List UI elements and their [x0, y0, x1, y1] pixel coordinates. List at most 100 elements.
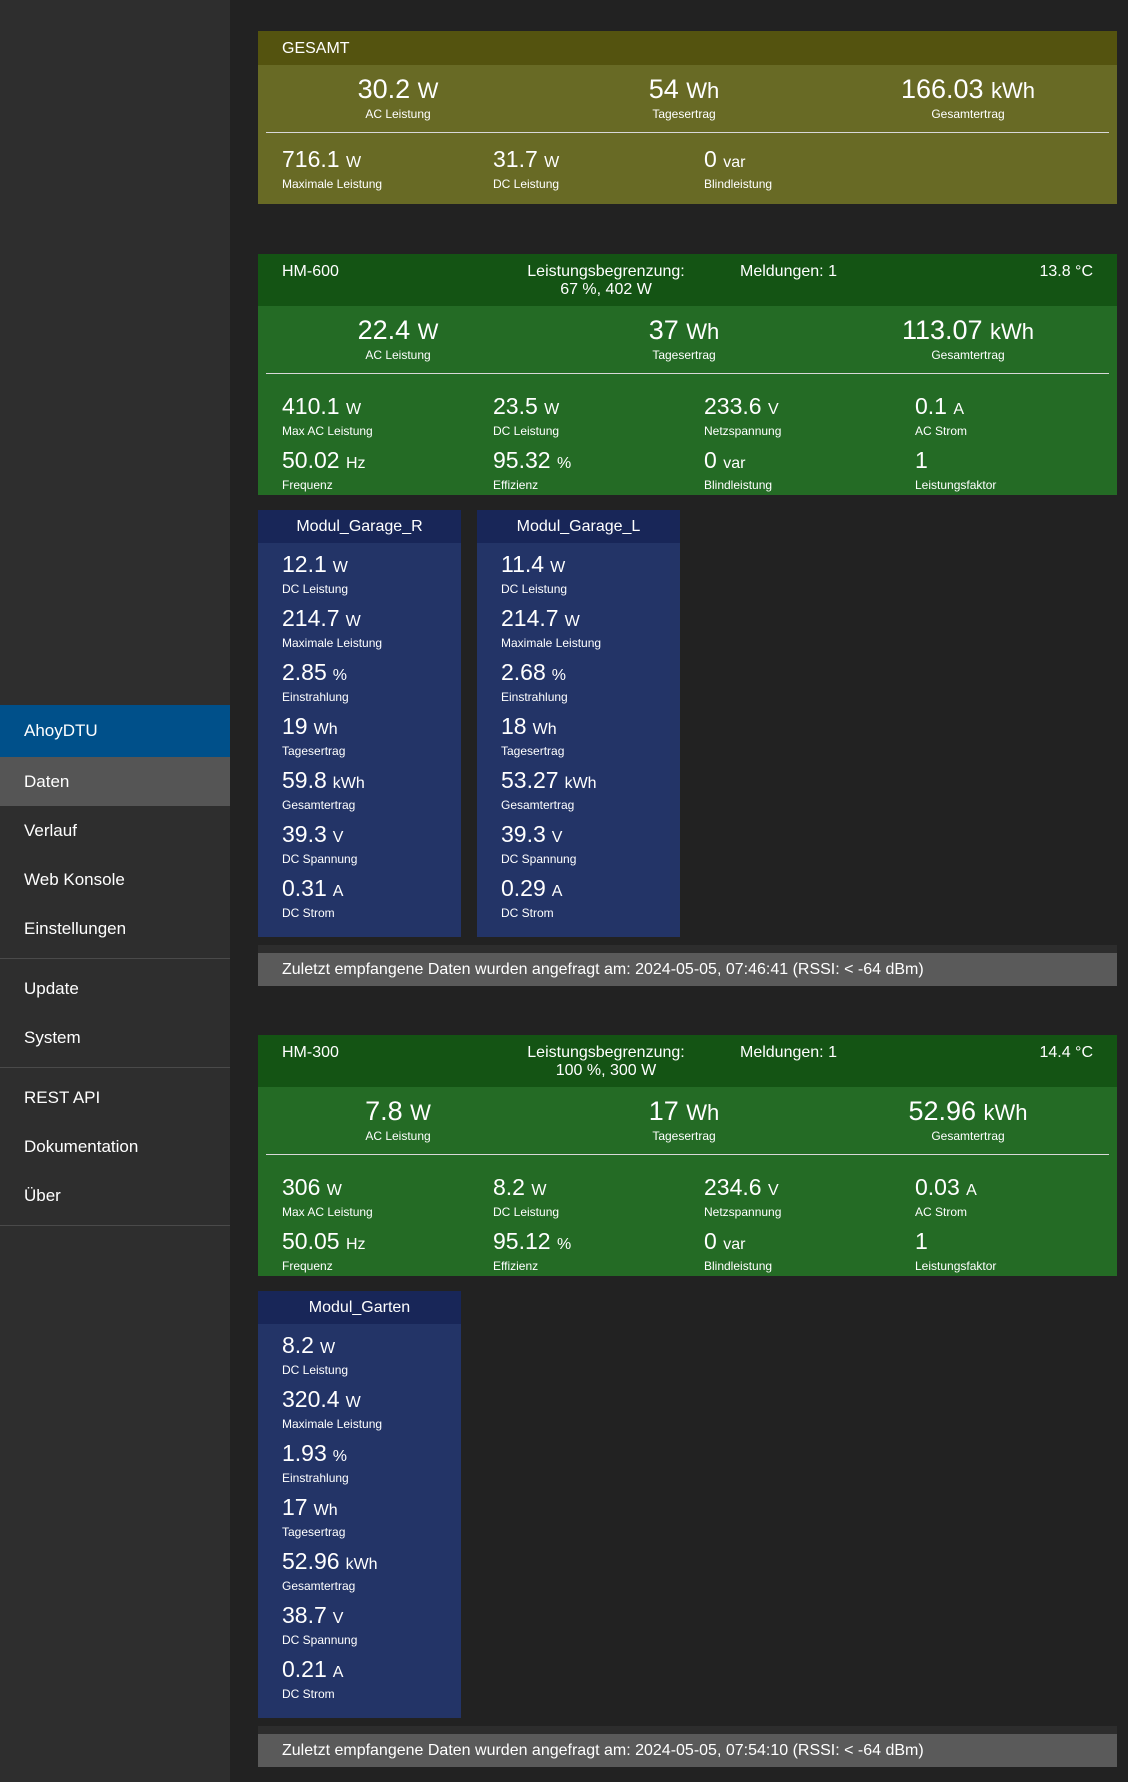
module-card-garage-r: Modul_Garage_R 12.1 W DC Leistung 214.7 W Ma…: [258, 510, 461, 937]
label: DC Leistung: [493, 424, 560, 438]
module-dc-power: 11.4 W DC Leistung: [477, 546, 680, 600]
unit: W: [345, 1394, 361, 1411]
value: 22.4: [357, 315, 411, 345]
inverter-detail-row-2: 50.02 Hz Frequenz 95.32 % Effizienz 0 va…: [258, 444, 1117, 495]
value: 2.85: [282, 659, 327, 685]
value: 0.1: [915, 393, 947, 419]
temperature: 13.8 °C: [1039, 263, 1093, 280]
unit: V: [767, 1182, 779, 1199]
label: Maximale Leistung: [282, 636, 383, 650]
unit: W: [550, 559, 566, 576]
module-dc-voltage: 39.3 V DC Spannung: [477, 816, 680, 870]
nav-item-update[interactable]: Update: [24, 979, 79, 998]
module-total-yield: 52.96 kWh Gesamtertrag: [258, 1543, 461, 1597]
unit: Hz: [345, 455, 366, 472]
nav-menu: AhoyDTU Daten Verlauf Web Konsole Einste…: [0, 705, 230, 1231]
unit: W: [345, 613, 361, 630]
module-irradiation: 2.68% Einstrahlung: [477, 654, 680, 708]
value: 52.96: [908, 1096, 977, 1126]
total-daily-yield: 54 Wh Tagesertrag: [544, 73, 824, 121]
label: DC Leistung: [282, 582, 349, 596]
label: Frequenz: [282, 478, 333, 492]
total-card: GESAMT 30.2 W AC Leistung 54 Wh Tagesert…: [258, 31, 1117, 204]
nav-item-system[interactable]: System: [24, 1028, 81, 1047]
messages-count[interactable]: Meldungen: 1: [740, 1044, 837, 1061]
label: Tagesertrag: [652, 107, 716, 121]
daily-yield: 17 Wh Tagesertrag: [544, 1095, 824, 1143]
label: Blindleistung: [704, 177, 773, 191]
label: AC Leistung: [365, 348, 431, 362]
inverter-main-row: 7.8 W AC Leistung 17 Wh Tagesertrag 52.9…: [258, 1087, 1117, 1155]
value: 17: [282, 1494, 308, 1520]
unit: Hz: [345, 1236, 366, 1253]
module-name: Modul_Garten: [258, 1291, 461, 1324]
module-dc-current: 0.29 A DC Strom: [477, 870, 680, 924]
value: 410.1: [282, 393, 340, 419]
unit: V: [332, 829, 344, 846]
nav-divider: [0, 1067, 230, 1068]
value: 2.68: [501, 659, 546, 685]
frequency: 50.02 Hz Frequenz: [282, 446, 366, 492]
inverter-detail-row-2: 50.05 Hz Frequenz 95.12 % Effizienz 0 va…: [258, 1225, 1117, 1276]
ac-current: 0.1 A AC Strom: [915, 392, 967, 438]
nav-brand-ahoydtu[interactable]: AhoyDTU: [0, 705, 230, 757]
module-card-garten: Modul_Garten 8.2 W DC Leistung 320.4 W Maxim…: [258, 1291, 461, 1718]
ac-power: 7.8 W AC Leistung: [258, 1095, 538, 1143]
total-total-yield: 166.03 kWh Gesamtertrag: [828, 73, 1108, 121]
total-yield: 52.96 kWh Gesamtertrag: [828, 1095, 1108, 1143]
nav-item-web-konsole[interactable]: Web Konsole: [24, 870, 125, 889]
value: 716.1: [282, 146, 340, 172]
unit: %: [556, 455, 572, 472]
daily-yield: 37 Wh Tagesertrag: [544, 314, 824, 362]
nav-divider: [0, 958, 230, 959]
value: 12.1: [282, 551, 327, 577]
label: Gesamtertrag: [282, 1579, 356, 1593]
total-main-row: 30.2 W AC Leistung 54 Wh Tagesertrag 166…: [258, 65, 1117, 133]
unit: W: [326, 1182, 342, 1199]
efficiency: 95.12 % Effizienz: [493, 1227, 571, 1273]
label: DC Strom: [282, 1687, 335, 1701]
value: 30.2: [357, 74, 411, 104]
module-max-power: 320.4 W Maximale Leistung: [258, 1381, 461, 1435]
label: Maximale Leistung: [282, 177, 383, 191]
unit: W: [410, 1100, 431, 1125]
value: 0.29: [501, 875, 546, 901]
module-values: 11.4 W DC Leistung 214.7 W Maximale Leistung…: [477, 543, 680, 924]
value: 306: [282, 1174, 321, 1200]
nav-item-daten[interactable]: Daten: [0, 757, 230, 806]
unit: Wh: [686, 319, 720, 344]
nav-item-rest-api[interactable]: REST API: [24, 1088, 101, 1107]
value: 53.27: [501, 767, 559, 793]
nav-item-verlauf[interactable]: Verlauf: [24, 821, 77, 840]
label: Gesamtertrag: [282, 798, 356, 812]
nav-divider: [0, 1225, 230, 1226]
module-name: Modul_Garage_R: [258, 510, 461, 543]
max-ac-power: 410.1 W Max AC Leistung: [282, 392, 373, 438]
inverter-detail-row-1: 410.1 W Max AC Leistung 23.5 W DC Leistu…: [258, 390, 1117, 444]
unit: W: [319, 1340, 336, 1357]
label: Gesamtertrag: [501, 798, 575, 812]
value: 50.05: [282, 1228, 340, 1254]
unit: kWh: [564, 775, 597, 792]
label: DC Strom: [282, 906, 335, 920]
max-ac-power: 306 W Max AC Leistung: [282, 1173, 373, 1219]
nav-item-einstellungen[interactable]: Einstellungen: [24, 919, 127, 938]
unit: kWh: [332, 775, 365, 792]
value: 1: [915, 1228, 928, 1254]
label: DC Spannung: [282, 852, 358, 866]
value: 95.32: [493, 447, 551, 473]
inverter-header: HM-600 Leistungsbegrenzung: 67 %, 402 W M…: [258, 254, 1117, 306]
total-header: GESAMT: [258, 31, 1117, 65]
value: 95.12: [493, 1228, 551, 1254]
value: 214.7: [501, 605, 559, 631]
messages-count[interactable]: Meldungen: 1: [740, 263, 837, 280]
nav-item-dokumentation[interactable]: Dokumentation: [24, 1137, 139, 1156]
value: 37: [648, 315, 679, 345]
label: DC Leistung: [493, 177, 560, 191]
nav-item-ueber[interactable]: Über: [24, 1186, 61, 1205]
inverter-main-row: 22.4 W AC Leistung 37 Wh Tagesertrag 113…: [258, 306, 1117, 374]
unit: Wh: [313, 1502, 338, 1519]
module-daily-yield: 17 Wh Tagesertrag: [258, 1489, 461, 1543]
unit: %: [556, 1236, 572, 1253]
grid-voltage: 234.6 V Netzspannung: [704, 1173, 781, 1219]
